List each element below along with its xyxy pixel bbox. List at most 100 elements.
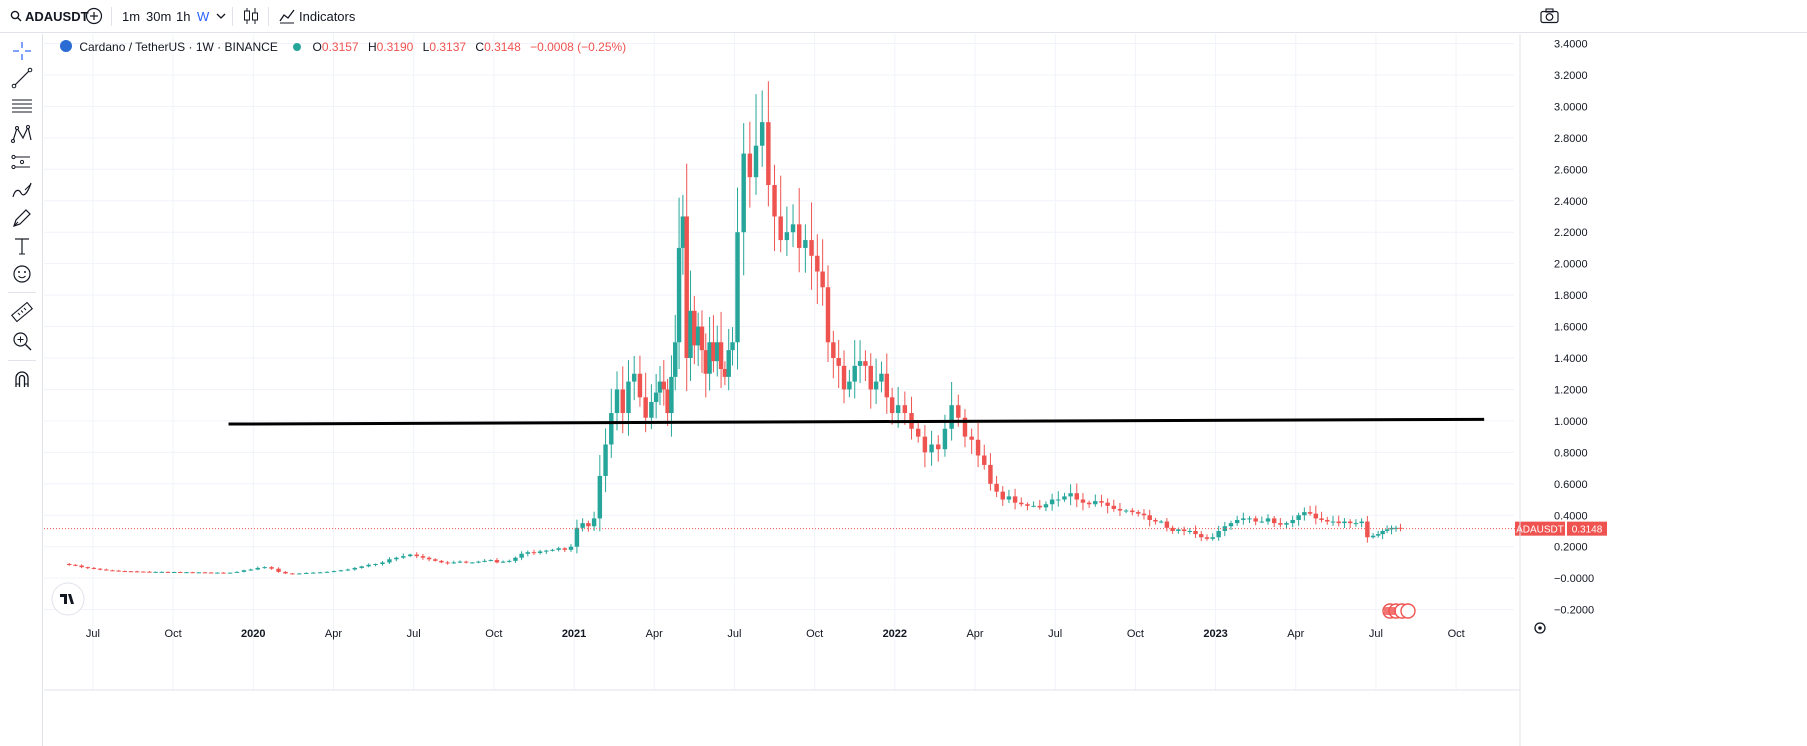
toolbar-divider [8,360,36,361]
text-tool[interactable] [9,233,35,259]
candle-body [1384,529,1390,531]
candle-body [373,563,378,565]
candle-body [1204,537,1210,539]
candle-body [718,342,724,370]
interval-w[interactable]: W [197,9,210,24]
candle-body [863,361,868,366]
candle-body [394,557,399,560]
candle-body [79,565,84,568]
interval-30m[interactable]: 30m [146,9,172,24]
x-tick-label: Apr [1287,628,1304,640]
fib-lines-icon [12,99,32,113]
y-tick-label: 2.2000 [1554,227,1588,239]
candle-body [1068,493,1073,497]
emoji-tool[interactable] [9,261,35,287]
candle-body [778,216,783,241]
gear-ring [1534,622,1546,634]
candle-body [1359,521,1364,524]
y-tick-label: 1.2000 [1554,384,1588,396]
candle-body [936,444,941,450]
candle-body [1342,521,1347,524]
symbol-search-button[interactable]: ADAUSDT [8,0,89,33]
event-badge [1400,603,1416,619]
candle-body [537,551,543,553]
candle-body [949,405,954,429]
candles-icon [244,8,258,24]
candle-body [699,326,705,351]
candle-body [692,310,697,346]
candle-body [202,572,208,574]
candle-body [784,232,790,241]
candle-body [122,571,128,573]
candle-body [147,571,152,573]
indicators-button[interactable]: Indicators [279,0,359,33]
candle-body [128,571,134,573]
magnet-tool[interactable] [9,366,35,392]
candle-body [1325,519,1330,522]
candle-body [178,572,183,574]
toolbar-divider [268,7,269,26]
trend-line-tool[interactable] [9,65,35,91]
brush-tool[interactable] [9,177,35,203]
candle-body [433,559,438,561]
y-tick-label: 3.0000 [1554,101,1588,113]
interval-dropdown[interactable] [215,0,227,33]
candle-body [620,389,625,414]
candle-body [544,550,549,552]
interval-1m[interactable]: 1m [122,9,141,24]
candle-body [1019,502,1024,505]
pen-tool[interactable] [9,205,35,231]
chart-type-button[interactable] [243,0,259,33]
candle-body [766,122,771,186]
candle-body [631,373,637,382]
candle-body [134,571,140,573]
price-chart[interactable]: ADAUSDT 0.3148 3.4000 3.2000 3.0000 2.8000 2.… [44,34,1807,746]
interval-1h[interactable]: 1h [176,9,191,24]
candle-body [868,365,873,390]
forecast-tool[interactable] [9,149,35,175]
gear-hub [1538,626,1542,630]
trend-line-drawing [228,417,1485,426]
candle-body [1393,527,1399,529]
pattern-tool[interactable] [9,121,35,147]
legend-low-label: L [422,40,430,54]
legend-close-label: C [475,40,485,54]
candle-body [873,381,879,390]
add-symbol-button[interactable] [85,0,103,33]
measure-tool[interactable] [9,299,35,325]
economic-events-icon [1382,603,1416,619]
candle-body [1025,504,1030,506]
y-tick-label: 2.6000 [1554,164,1588,176]
candle-body [310,572,316,574]
candle-body [1259,521,1265,523]
candle-body [1147,515,1152,520]
candle-body [1271,518,1277,524]
candle-body [1141,513,1147,516]
forecast-icon [11,154,30,170]
zoom-icon [13,332,32,351]
candle-body [401,556,406,558]
zoom-in-tool[interactable] [9,328,35,354]
candle-body [1158,521,1164,523]
candle-body [290,573,295,575]
candle-body [1153,519,1158,522]
candle-body [1228,523,1234,527]
candle-body [1049,499,1055,505]
candle-body [815,255,820,272]
y-tick-label: 1.4000 [1554,353,1588,365]
candle-body [929,444,934,453]
snapshot-button[interactable] [1540,0,1560,33]
candle-body [531,552,537,554]
candle-body [669,376,674,414]
fib-lines-tool[interactable] [9,93,35,119]
candlestick-series [67,81,1403,575]
candle-body [482,560,487,562]
candle-body [215,572,220,574]
candle-body [1347,521,1353,524]
legend-open: 0.3157 [321,40,359,54]
candle-body [196,572,202,574]
crosshair-tool[interactable] [9,38,35,64]
candle-body [597,475,603,519]
candle-body [1080,499,1086,503]
x-tick-label: Jul [407,628,421,640]
